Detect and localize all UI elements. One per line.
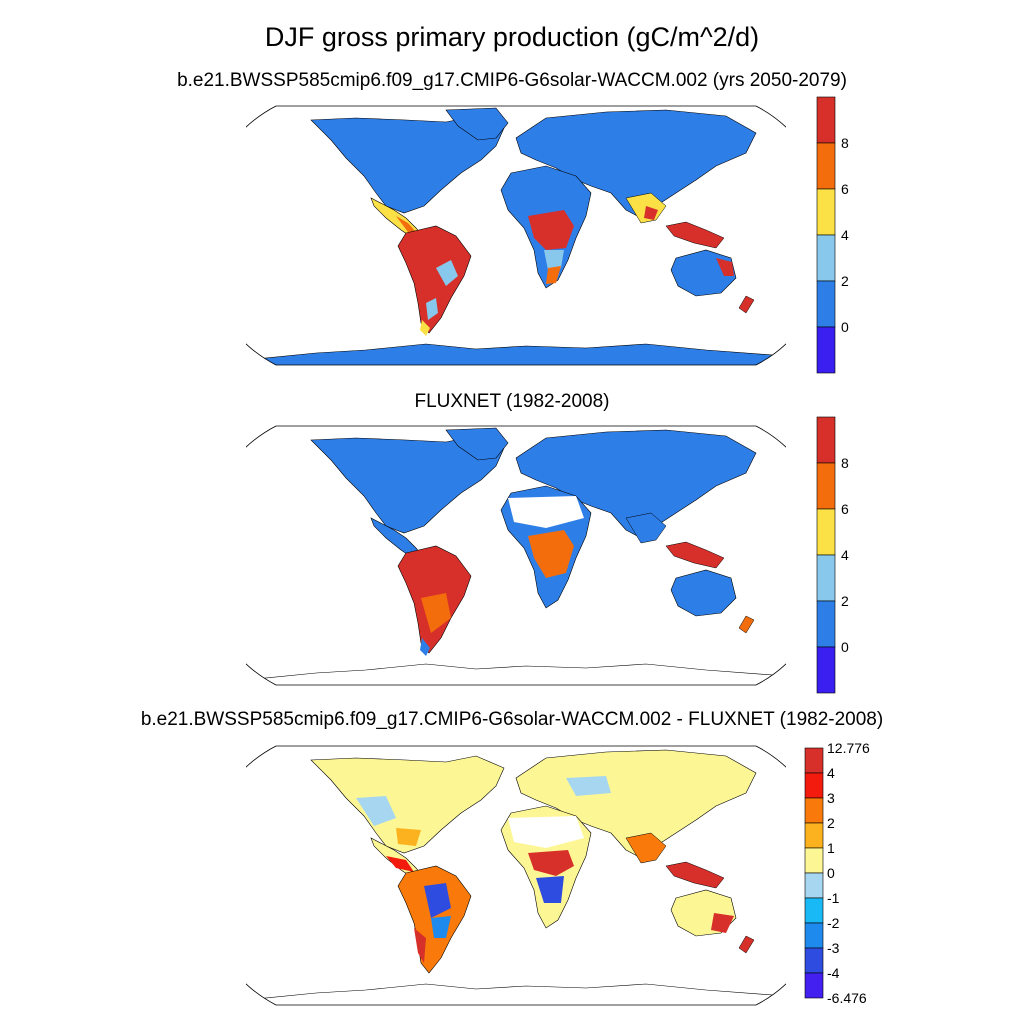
panel-3-subtitle: b.e21.BWSSP585cmip6.f09_g17.CMIP6-G6sola… — [140, 709, 884, 730]
main-title: DJF gross primary production (gC/m^2/d) — [264, 22, 760, 52]
colorbar-panel-2: 8 6 4 2 0 — [816, 416, 849, 694]
colorbar-swatch — [816, 646, 836, 694]
colorbar-swatch — [816, 96, 836, 144]
colorbar-tick-label: -3 — [827, 940, 840, 956]
colorbar-swatch — [804, 847, 824, 874]
colorbar-swatch — [804, 947, 824, 974]
map-panel-2 — [246, 425, 786, 686]
colorbar-tick-label: 12.776 — [827, 740, 870, 756]
colorbar-swatch — [816, 326, 836, 374]
colorbar-swatch — [816, 142, 836, 190]
eurasia — [515, 109, 757, 219]
colorbar-swatch — [816, 188, 836, 236]
colorbar-tick-label: 2 — [841, 593, 849, 609]
colorbar-tick-label: 3 — [827, 790, 835, 806]
colorbar-tick-label: 4 — [841, 227, 849, 243]
colorbar-tick-label: 6 — [841, 501, 849, 517]
colorbar-swatch — [804, 897, 824, 924]
colorbar-tick-label: 2 — [841, 273, 849, 289]
colorbar-tick-label: 8 — [841, 455, 849, 471]
colorbar-tick-label: 0 — [841, 639, 849, 655]
colorbar-tick-label: -6.476 — [827, 990, 867, 1006]
map-panel-1 — [246, 105, 786, 366]
colorbar-tick-label: -4 — [827, 965, 840, 981]
colorbar-swatch — [804, 872, 824, 899]
colorbar-swatch — [816, 416, 836, 464]
colorbar-swatch — [816, 508, 836, 556]
colorbar-swatch — [816, 554, 836, 602]
colorbar-swatch — [804, 747, 824, 774]
colorbar-swatch — [816, 600, 836, 648]
colorbar-tick-label: 0 — [841, 319, 849, 335]
colorbar-tick-label: 4 — [827, 765, 835, 781]
colorbar-swatch — [804, 922, 824, 949]
colorbar-tick-label: -2 — [827, 915, 840, 931]
colorbar-tick-label: 8 — [841, 135, 849, 151]
panel-1-subtitle: b.e21.BWSSP585cmip6.f09_g17.CMIP6-G6sola… — [177, 70, 847, 91]
colorbar-tick-label: 0 — [827, 865, 835, 881]
map-1-outline — [246, 105, 786, 366]
colorbar-swatch — [804, 822, 824, 849]
colorbar-swatch — [816, 462, 836, 510]
colorbar-swatch — [804, 772, 824, 799]
antarctica — [246, 343, 786, 365]
colorbar-swatch — [804, 972, 824, 999]
colorbar-tick-label: 2 — [827, 815, 835, 831]
colorbar-swatch — [804, 797, 824, 824]
colorbar-tick-label: -1 — [827, 890, 840, 906]
greenland — [445, 107, 509, 141]
colorbar-tick-label: 1 — [827, 840, 835, 856]
north-america — [310, 115, 505, 214]
colorbar-tick-label: 4 — [841, 547, 849, 563]
colorbar-panel-3: 12.776 4 3 2 1 0 -1 -2 -3 -4 -6.476 — [804, 740, 870, 1006]
colorbar-swatch — [816, 280, 836, 328]
colorbar-panel-1: 8 6 4 2 0 — [816, 96, 849, 374]
panel-2-subtitle: FLUXNET (1982-2008) — [414, 391, 610, 412]
south-america — [397, 225, 472, 334]
colorbar-swatch — [816, 234, 836, 282]
map-panel-3 — [246, 745, 786, 1006]
colorbar-tick-label: 6 — [841, 181, 849, 197]
